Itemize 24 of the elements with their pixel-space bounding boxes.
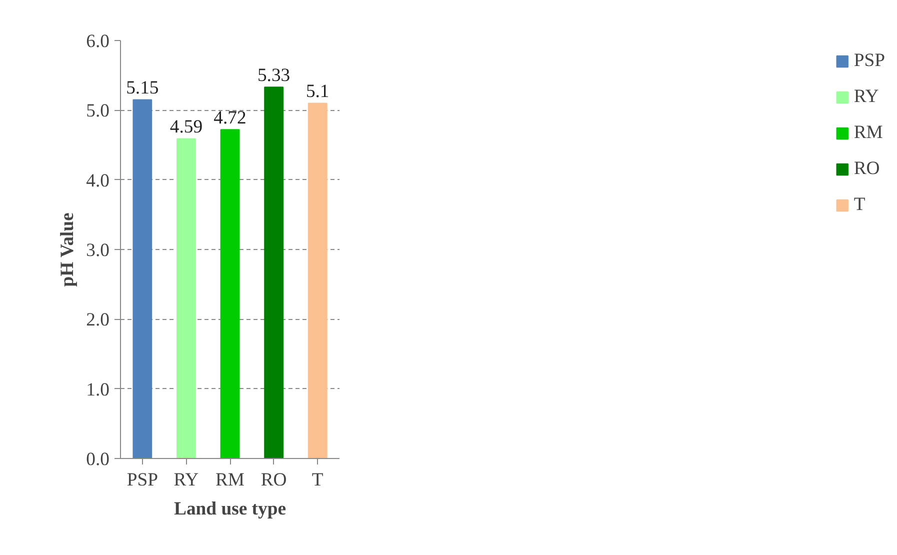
y-tick-label: 4.0 xyxy=(86,170,110,192)
y-tick-label: 6.0 xyxy=(86,31,110,52)
legend-label: RY xyxy=(854,86,879,108)
x-tick-label: T xyxy=(312,470,324,490)
data-label: 5.15 xyxy=(126,78,159,99)
data-label: 4.59 xyxy=(170,116,203,138)
x-axis-title: Land use type xyxy=(174,498,286,520)
x-tick-label: RY xyxy=(174,470,199,490)
legend-label: RM xyxy=(854,122,883,144)
legend-label: PSP xyxy=(854,50,885,72)
legend-label: RO xyxy=(854,158,880,180)
data-label: 5.33 xyxy=(257,65,290,86)
x-tick-label: RO xyxy=(260,470,287,490)
y-tick-label: 1.0 xyxy=(86,379,110,400)
y-tick-label: 3.0 xyxy=(86,240,110,261)
y-axis-title: pH Value xyxy=(57,212,78,287)
data-label: 4.72 xyxy=(214,108,246,129)
y-tick-label: 2.0 xyxy=(86,310,110,331)
y-tick-label: 0.0 xyxy=(86,449,110,470)
data-label: 5.1 xyxy=(306,81,330,102)
y-tick-label: 5.0 xyxy=(86,100,110,122)
x-tick-label: RM xyxy=(215,470,245,490)
x-tick-label: PSP xyxy=(126,470,158,490)
legend-label: T xyxy=(854,194,866,216)
